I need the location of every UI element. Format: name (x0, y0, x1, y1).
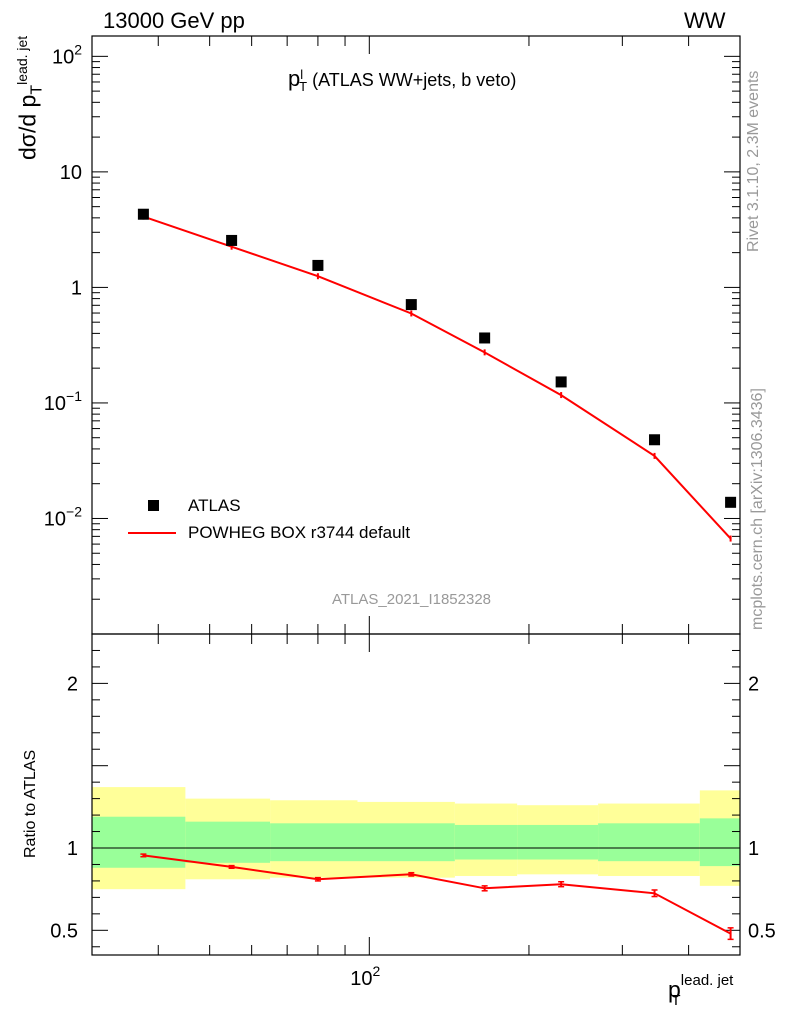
atlas-marker (405, 299, 417, 311)
legend-marker-atlas (148, 500, 159, 511)
green-band (270, 823, 358, 862)
green-band (185, 821, 271, 863)
rivet-version-label: Rivet 3.1.10, 2.3M events (745, 70, 762, 252)
main-frame (91, 35, 741, 635)
green-band (454, 824, 518, 860)
mcplots-label: mcplots.cern.ch [arXiv:1306.3436] (749, 388, 766, 630)
process-label: WW (684, 8, 726, 33)
ratio-y-tick-label-right: 0.5 (748, 920, 776, 942)
main-ylabel: dσ/d pTlead. jet (14, 35, 46, 160)
ratio-line (143, 854, 732, 935)
ratio-ylabel: Ratio to ATLAS (22, 749, 39, 858)
atlas-marker (226, 234, 238, 246)
x-tick-label: 102 (350, 963, 380, 990)
green-band (699, 818, 740, 867)
plot-title: plT (ATLAS WW+jets, b veto) (288, 66, 517, 94)
ratio-y-tick-label: 0.5 (50, 920, 78, 942)
powheg-line (143, 215, 732, 540)
ratio-y-tick-label-right: 1 (748, 838, 759, 860)
atlas-marker (555, 376, 567, 388)
y-tick-label: 10−2 (44, 503, 82, 530)
atlas-marker (479, 332, 491, 344)
y-tick-label: 10 (60, 162, 82, 184)
ratio-frame (91, 633, 741, 956)
ratio-y-tick-label: 2 (67, 673, 78, 695)
atlas-marker (649, 434, 661, 446)
ratio-y-tick-label: 1 (67, 838, 78, 860)
atlas-marker (312, 259, 324, 271)
y-tick-label: 1 (71, 277, 82, 299)
legend-label-powheg: POWHEG BOX r3744 default (188, 523, 411, 542)
ratio-y-tick-label-right: 2 (748, 673, 759, 695)
green-band (598, 823, 700, 862)
y-tick-label: 102 (52, 41, 82, 68)
green-band (357, 823, 455, 862)
energy-label: 13000 GeV pp (103, 8, 245, 33)
atlas-marker (137, 208, 149, 220)
green-band (517, 824, 599, 860)
xlabel: plead. jetT (668, 972, 734, 1010)
legend-label-atlas: ATLAS (188, 496, 241, 515)
y-tick-label: 10−1 (44, 388, 82, 415)
green-band (92, 816, 186, 868)
analysis-id: ATLAS_2021_I1852328 (332, 591, 492, 608)
atlas-marker (725, 496, 737, 508)
